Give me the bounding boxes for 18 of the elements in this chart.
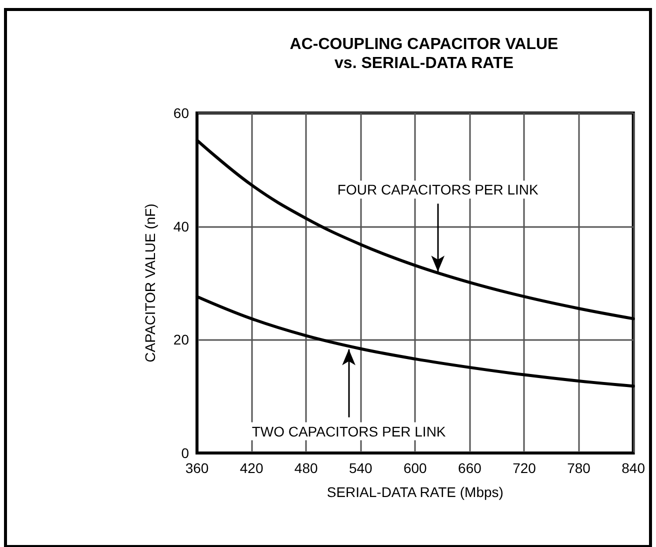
x-tick-label: 420 xyxy=(240,460,264,476)
x-tick-label: 840 xyxy=(622,460,646,476)
x-tick-label: 540 xyxy=(348,460,373,476)
annotation: TWO CAPACITORS PER LINK xyxy=(252,423,446,440)
x-tick-label: 480 xyxy=(294,460,318,476)
y-tick-label: 40 xyxy=(173,218,190,234)
y-axis-title: CAPACITOR VALUE (nF) xyxy=(142,204,158,362)
x-tick-label: 600 xyxy=(403,460,428,476)
x-tick-label: 660 xyxy=(458,460,482,476)
x-tick-label: 360 xyxy=(185,460,209,476)
annotation: FOUR CAPACITORS PER LINK xyxy=(337,182,540,198)
x-axis-title: SERIAL-DATA RATE (Mbps) xyxy=(326,484,504,500)
chart-title: AC-COUPLING CAPACITOR VALUE vs. SERIAL-DATA RATE xyxy=(290,36,559,72)
x-tick-label: 780 xyxy=(567,460,591,476)
y-tick-label: 20 xyxy=(173,332,190,348)
y-tick-label: 60 xyxy=(173,105,190,121)
y-tick-label: 0 xyxy=(181,445,190,461)
x-tick-label: 720 xyxy=(512,460,536,476)
